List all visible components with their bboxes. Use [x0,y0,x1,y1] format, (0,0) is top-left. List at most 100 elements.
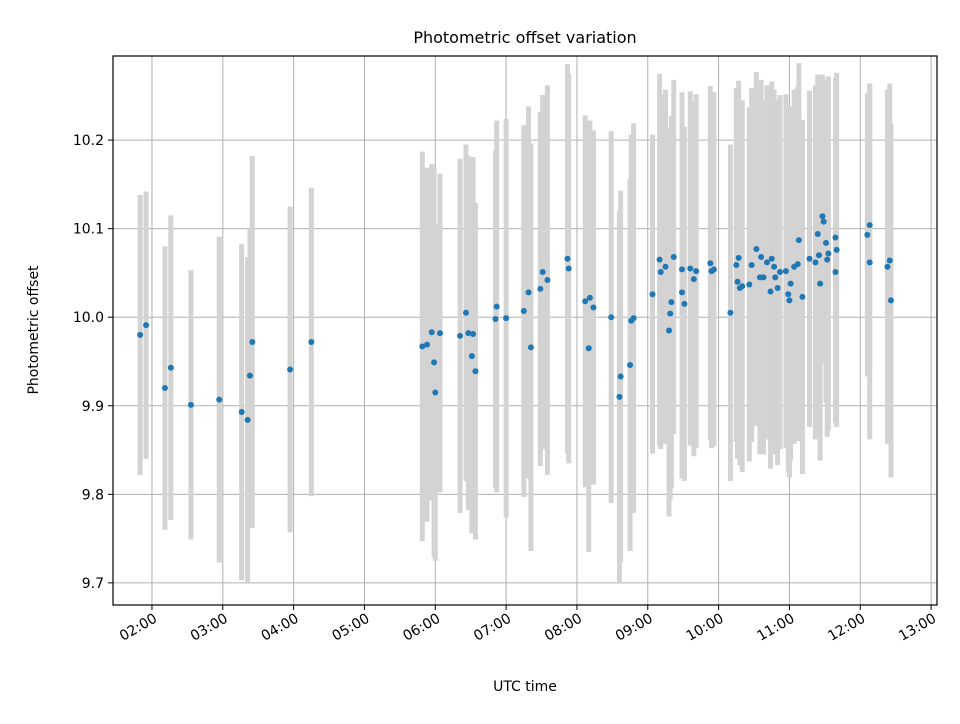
y-tick-label: 9.8 [82,487,104,503]
data-point [586,294,593,301]
data-point [432,389,439,396]
data-point [670,254,677,261]
data-point [735,254,742,261]
chart-title: Photometric offset variation [413,28,636,47]
data-point [795,237,802,244]
data-point [244,416,251,423]
data-point [167,364,174,371]
data-point [764,259,771,266]
data-point [734,278,741,285]
y-tick-label: 10.1 [73,222,104,238]
data-point [472,368,479,375]
data-point [565,265,572,272]
data-point [308,339,315,346]
data-point [787,280,794,287]
data-point [537,285,544,292]
data-point [585,345,592,352]
y-tick-label: 10.0 [73,310,104,326]
data-point [238,408,245,415]
data-point [707,260,714,267]
x-axis-label: UTC time [493,679,557,695]
data-point [143,322,150,329]
data-point [419,343,426,350]
data-point [748,261,755,268]
data-point [776,269,783,276]
data-point [820,218,827,225]
y-tick-label: 9.7 [82,576,104,592]
data-point [187,401,194,408]
data-point [627,362,634,369]
data-point [544,277,551,284]
y-tick-label: 10.2 [73,133,104,149]
data-point [608,314,615,321]
data-point [767,288,774,295]
data-point [590,304,597,311]
data-point [564,255,571,262]
data-point [616,393,623,400]
data-point [649,291,656,298]
data-point [866,259,873,266]
data-point [864,231,871,238]
data-point [758,254,765,261]
data-point [824,256,831,263]
data-point [884,263,891,270]
data-point [437,330,444,337]
data-point [771,263,778,270]
data-point [785,291,792,298]
data-point [249,339,256,346]
data-point [753,246,760,253]
data-point [782,268,789,275]
data-point [772,274,779,281]
data-point [739,283,746,290]
data-point [657,269,664,276]
axes-frame [112,55,938,606]
data-point [794,261,801,268]
data-point [679,289,686,296]
data-point [812,259,819,266]
data-point [746,281,753,288]
data-point [493,303,500,310]
data-point [668,299,675,306]
data-point [161,385,168,392]
data-point [866,222,873,229]
data-point [667,310,674,317]
data-point [774,284,781,291]
data-point [424,341,431,348]
data-point [137,331,144,338]
data-point [823,239,830,246]
data-point [681,300,688,307]
data-point [832,234,839,241]
data-point [287,366,294,373]
y-axis-label: Photometric offset [26,265,42,395]
y-tick-label: 9.9 [82,399,104,415]
data-point [819,213,826,220]
data-point [886,257,893,264]
data-point [539,269,546,276]
data-point [431,359,438,366]
data-point [457,332,464,339]
data-point [799,293,806,300]
data-point [693,268,700,275]
data-point [470,331,477,338]
data-point [727,309,734,316]
data-point [679,266,686,273]
data-point [814,230,821,237]
data-point [733,261,740,268]
data-point [503,315,510,322]
data-point [520,308,527,315]
data-point [656,256,663,263]
data-point [617,373,624,380]
data-point [817,280,824,287]
data-point [687,265,694,272]
data-point [768,255,775,262]
data-point [690,276,697,283]
data-point [786,297,793,304]
data-point [825,250,832,257]
data-point [710,266,717,273]
data-point [465,330,472,337]
data-point [525,289,532,296]
data-point [666,327,673,334]
data-point [832,269,839,276]
data-points [137,213,894,423]
